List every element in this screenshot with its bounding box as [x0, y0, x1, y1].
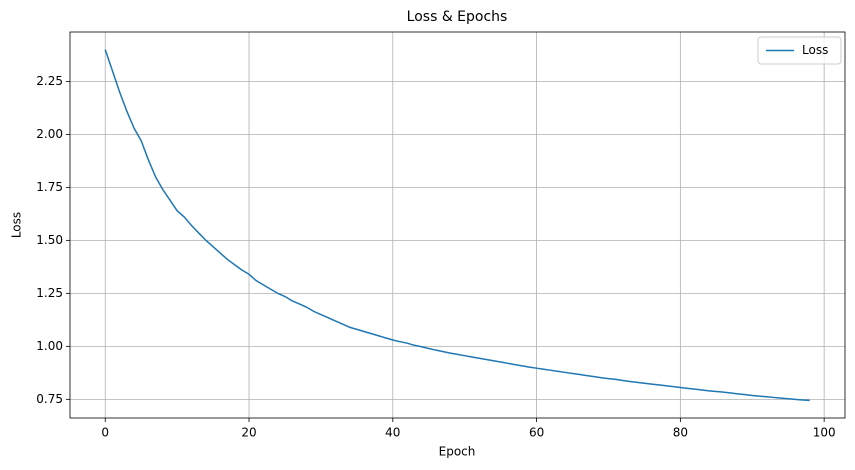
x-tick-label: 0: [101, 426, 109, 440]
chart-title: Loss & Epochs: [407, 9, 508, 25]
x-axis-label: Epoch: [439, 445, 476, 459]
y-tick-label: 2.25: [36, 74, 63, 88]
y-axis-label: Loss: [10, 212, 24, 238]
loss-line: [104, 49, 810, 402]
x-tick-label: 60: [529, 426, 544, 440]
y-tick-label: 1.75: [36, 180, 63, 194]
y-tick-label: 0.75: [36, 392, 63, 406]
y-tick-label: 2.00: [36, 127, 63, 141]
x-tick-label: 100: [813, 426, 836, 440]
legend-box: [757, 36, 842, 65]
plot-frame: [69, 31, 846, 419]
legend-label: Loss: [802, 43, 828, 57]
y-tick-label: 1.50: [36, 233, 63, 247]
x-tick-label: 20: [241, 426, 256, 440]
x-tick-label: 40: [385, 426, 400, 440]
y-tick-label: 1.00: [36, 339, 63, 353]
y-tick-label: 1.25: [36, 286, 63, 300]
x-tick-label: 80: [673, 426, 688, 440]
